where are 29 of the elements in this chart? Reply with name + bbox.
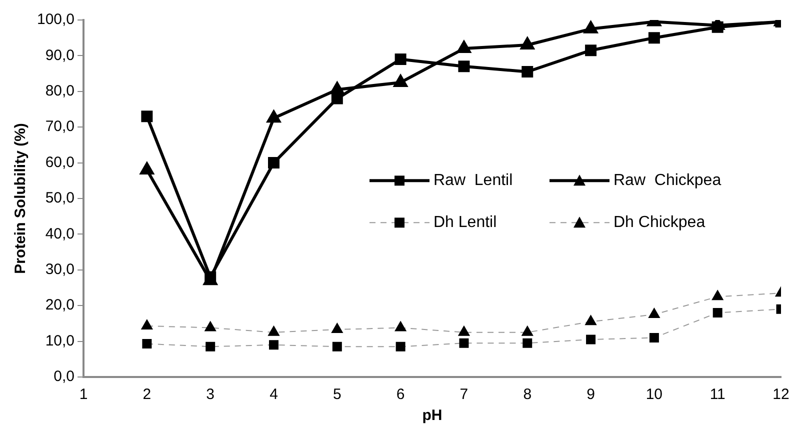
x-tick-label: 9: [586, 386, 595, 404]
x-tick-label: 5: [332, 386, 342, 404]
y-tick-label: 100,0: [36, 11, 75, 28]
x-tick-label: 8: [523, 386, 532, 404]
x-tick-label: 6: [396, 386, 405, 404]
x-tick-label: 3: [206, 386, 215, 404]
legend-label: Dh Lentil: [433, 214, 497, 232]
x-tick-label: 10: [646, 386, 663, 404]
legend-label: Dh Chickpea: [613, 214, 706, 232]
y-tick-label: 60,0: [45, 154, 75, 171]
x-axis-title: pH: [422, 407, 442, 424]
x-tick-label: 11: [710, 386, 726, 404]
x-tick-label: 7: [460, 386, 468, 404]
y-tick-label: 0,0: [54, 368, 75, 386]
y-tick-label: 40,0: [45, 225, 75, 242]
y-tick-label: 50,0: [45, 190, 75, 207]
legend-label: Raw Chickpea: [613, 172, 722, 190]
x-tick-label: 2: [142, 386, 152, 404]
y-tick-label: 80,0: [45, 82, 75, 100]
y-tick-label: 90,0: [45, 46, 75, 64]
y-tick-label: 30,0: [45, 261, 75, 278]
y-tick-label: 70,0: [45, 118, 75, 136]
legend-label: Raw Lentil: [433, 172, 513, 190]
x-tick-label: 4: [270, 386, 278, 404]
y-axis-title: Protein Solubility (%): [12, 123, 30, 274]
y-tick-label: 10,0: [45, 332, 75, 350]
x-tick-label: 1: [79, 386, 88, 404]
x-tick-label: 12: [772, 386, 790, 404]
y-tick-label: 20,0: [45, 296, 75, 314]
